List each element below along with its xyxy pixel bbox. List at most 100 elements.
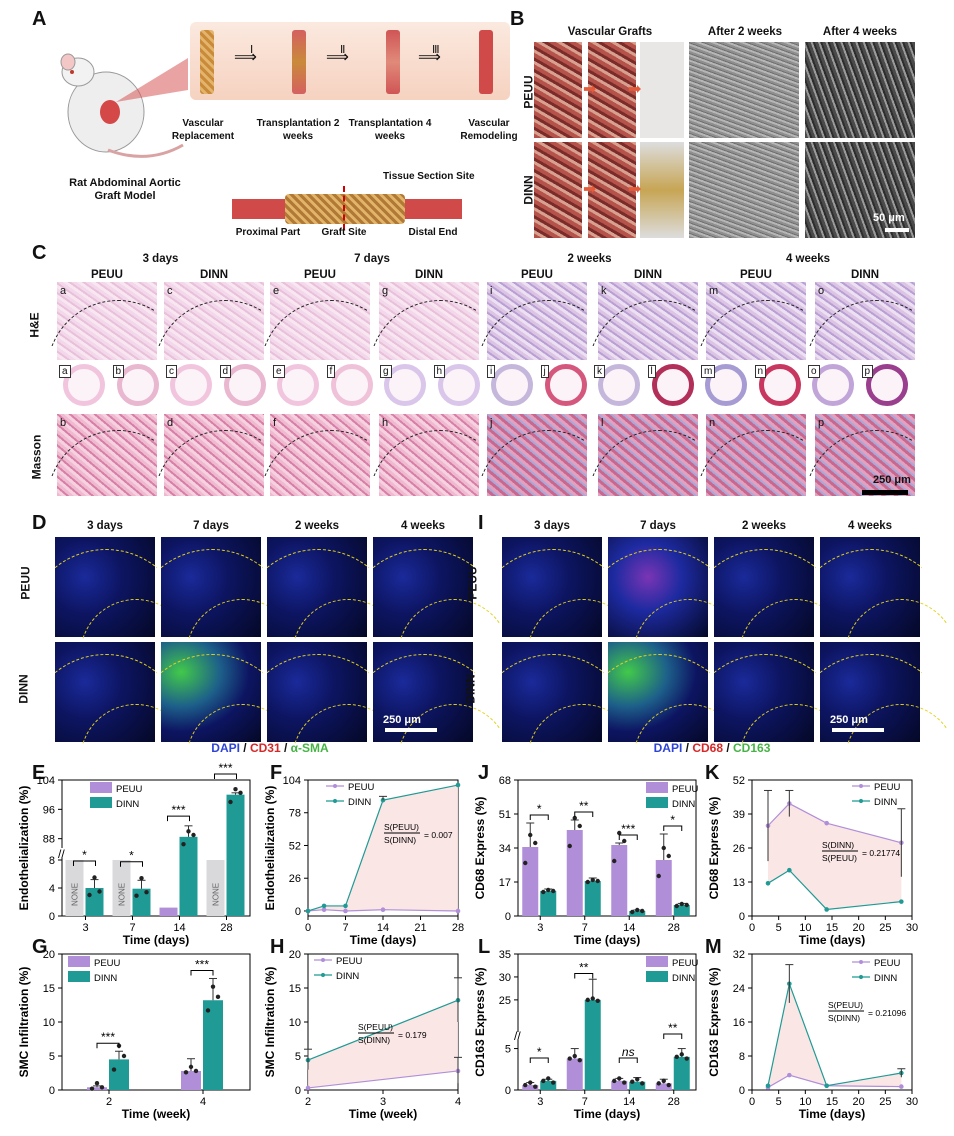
bar-peuu	[522, 847, 539, 916]
legend-label: DINN	[94, 973, 117, 984]
axis-break	[56, 848, 66, 858]
tissue-boundary	[55, 549, 157, 639]
data-point	[523, 1082, 528, 1088]
series-line	[767, 802, 902, 844]
arrow-icon: ➡	[583, 181, 597, 198]
fluo-scale-label: 250 μm	[830, 714, 868, 726]
none-bar	[65, 860, 84, 916]
x-tick-label: 28	[220, 922, 232, 934]
bar-peuu	[611, 1080, 628, 1090]
y-tick-label: 10	[289, 1017, 301, 1029]
tissue-boundary	[161, 549, 263, 639]
fluo-time-label: 7 days	[193, 520, 229, 532]
legend-label: PEUU	[874, 782, 901, 793]
c-scale-label: 250 μm	[873, 474, 911, 486]
x-axis-title: Time (days)	[574, 933, 640, 947]
data-point	[181, 841, 186, 847]
x-axis-title: Time (week)	[122, 1107, 190, 1121]
overview-ring	[705, 364, 747, 406]
significance-mark: ***	[621, 822, 635, 836]
significance-mark: **	[579, 799, 589, 813]
graft-site-label: Graft Site	[321, 227, 367, 238]
area-between	[308, 1000, 458, 1088]
data-point	[551, 888, 556, 894]
step-two: Ⅱ	[340, 44, 346, 56]
series-line	[767, 981, 902, 1087]
legend-swatch	[90, 797, 112, 808]
data-point	[533, 840, 538, 846]
x-tick-label: 4	[455, 1096, 461, 1108]
significance-mark: *	[537, 1045, 542, 1059]
bar-peuu	[566, 830, 583, 916]
bar-peuu	[611, 845, 628, 916]
overview-letter: d	[219, 365, 232, 378]
data-point	[640, 908, 645, 914]
data-point	[679, 1052, 684, 1057]
significance-bracket	[618, 834, 638, 840]
y-tick-label: 0	[505, 911, 511, 923]
series-point	[305, 1085, 311, 1091]
tissue-boundary	[267, 654, 369, 744]
legend-marker	[333, 799, 337, 803]
bar-dinn	[673, 905, 690, 916]
significance-mark: ***	[101, 1030, 115, 1044]
graft-photo	[640, 42, 684, 138]
legend-marker	[321, 973, 325, 977]
series-point	[765, 1083, 771, 1089]
y-tick-label: 0	[295, 1085, 301, 1097]
series-point	[343, 903, 348, 909]
y-tick-label: 20	[289, 949, 301, 961]
legend-label: DINN	[348, 797, 371, 808]
legend-label: DINN	[116, 799, 139, 810]
x-tick-label: 0	[749, 1096, 755, 1108]
data-point	[89, 1086, 95, 1091]
x-tick-label: 15	[826, 922, 838, 934]
distal-label: Distal End	[408, 227, 458, 238]
data-point	[674, 1054, 679, 1060]
stage-replacement: Vascular Replacement	[171, 118, 235, 142]
overview-ring	[544, 364, 587, 406]
overview-letter: a	[59, 365, 71, 378]
scale-bar	[385, 728, 437, 732]
data-point	[656, 873, 661, 879]
x-tick-label: 14	[623, 1096, 635, 1108]
legend-marker	[321, 958, 325, 962]
bar-dinn	[540, 1080, 557, 1090]
y-tick-label: 88	[43, 834, 55, 846]
ratio-denominator: S(DINN)	[828, 1013, 860, 1023]
c-group-label: PEUU	[740, 269, 772, 281]
significance-mark: *	[129, 849, 134, 863]
data-point	[144, 890, 149, 895]
bar-peuu	[522, 1085, 539, 1090]
y-tick-label: 34	[499, 843, 511, 855]
masson-letter: p	[818, 417, 825, 429]
data-point	[546, 887, 551, 893]
y-tick-label: 96	[43, 804, 55, 816]
overview-ring	[865, 364, 908, 406]
x-tick-label: 0	[305, 922, 311, 934]
overview-letter: e	[273, 365, 285, 378]
data-point	[546, 1076, 551, 1081]
x-tick-label: 5	[776, 1096, 782, 1108]
he-letter: e	[273, 285, 280, 297]
x-tick-label: 3	[537, 922, 543, 934]
x-tick-label: 28	[668, 1096, 680, 1108]
data-point	[635, 907, 640, 913]
arrow-icon: ➡	[583, 81, 597, 98]
x-tick-label: 0	[749, 922, 755, 934]
legend-label: PEUU	[116, 784, 143, 795]
he-letter: a	[60, 285, 67, 297]
b-col-grafts: Vascular Grafts	[567, 26, 653, 38]
scale-bar	[832, 728, 884, 732]
data-point	[551, 1080, 556, 1085]
bar-peuu	[655, 860, 672, 916]
data-point	[622, 838, 627, 844]
data-point	[656, 1081, 661, 1086]
graft-tube-3	[386, 30, 400, 94]
data-point	[111, 1067, 117, 1072]
x-tick-label: 10	[799, 922, 811, 934]
significance-mark: ***	[171, 803, 185, 817]
masson-letter: d	[167, 417, 174, 429]
data-point	[121, 1053, 127, 1059]
x-tick-label: 10	[799, 1096, 811, 1108]
